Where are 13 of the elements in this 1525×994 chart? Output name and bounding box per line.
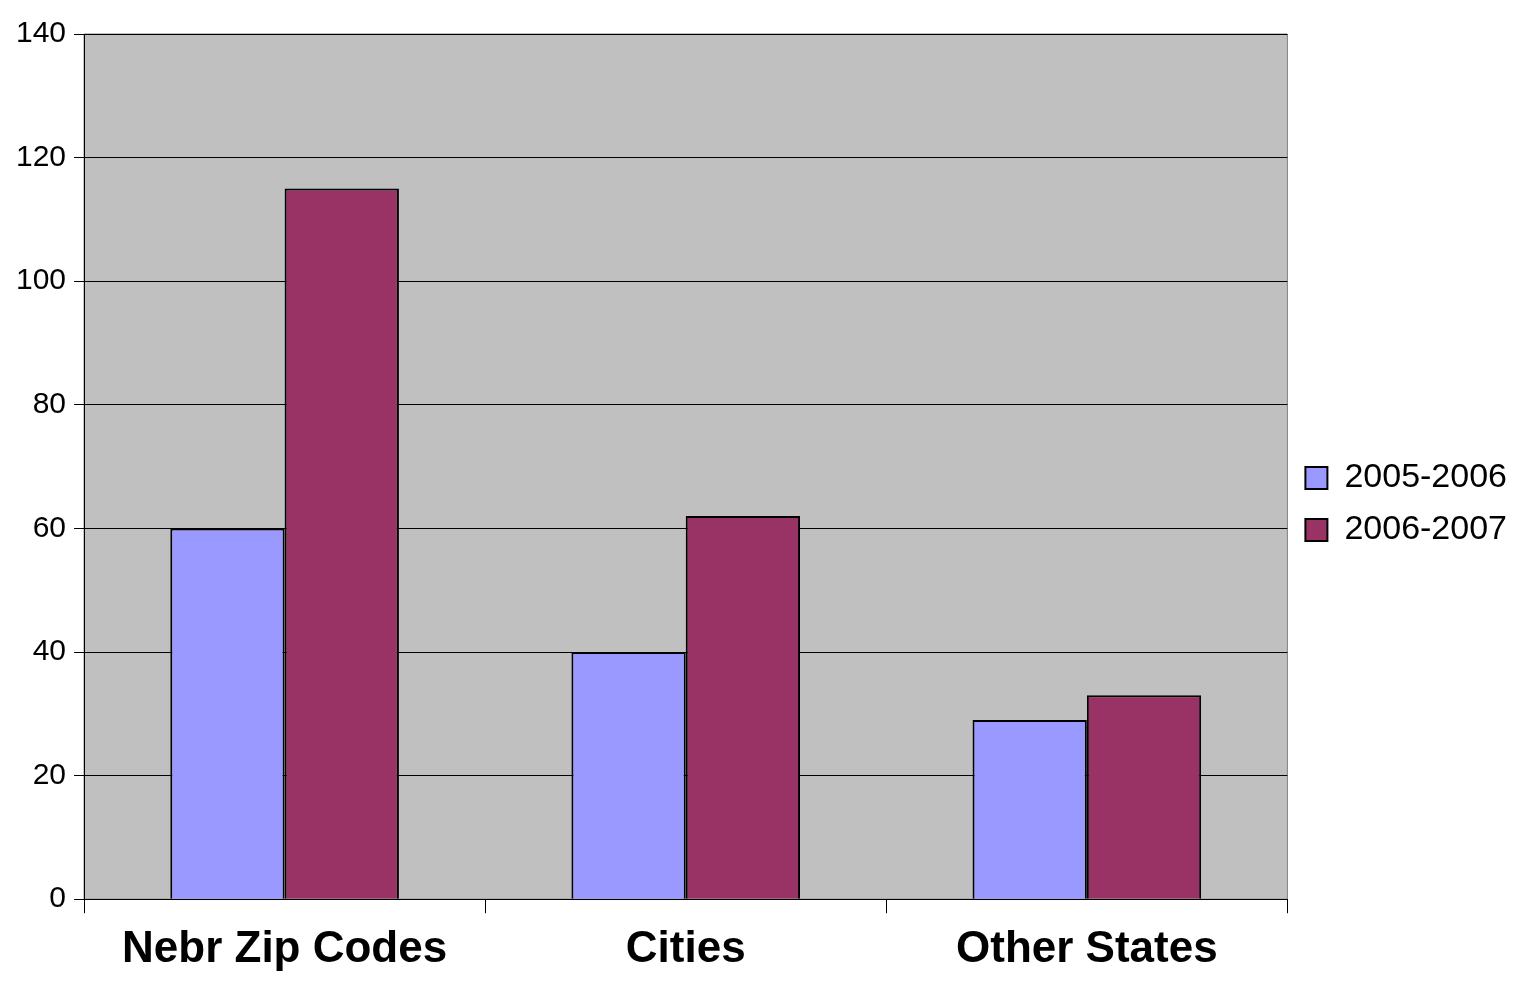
legend-label: 2006-2007 bbox=[1344, 508, 1508, 547]
x-tick-label: Cities bbox=[625, 921, 746, 971]
y-tick-label: 120 bbox=[15, 138, 67, 172]
legend-label: 2005-2006 bbox=[1344, 456, 1508, 495]
y-tick-label: 0 bbox=[49, 880, 67, 914]
y-tick-label: 40 bbox=[32, 633, 67, 667]
x-tick-label: Other States bbox=[956, 921, 1218, 971]
y-tick-label: 140 bbox=[15, 15, 67, 49]
x-tick-label: Nebr Zip Codes bbox=[122, 921, 448, 971]
y-tick-label: 80 bbox=[32, 386, 67, 420]
y-tick-label: 100 bbox=[15, 262, 67, 296]
y-tick-label: 20 bbox=[32, 756, 67, 790]
y-tick-label: 60 bbox=[32, 509, 67, 543]
